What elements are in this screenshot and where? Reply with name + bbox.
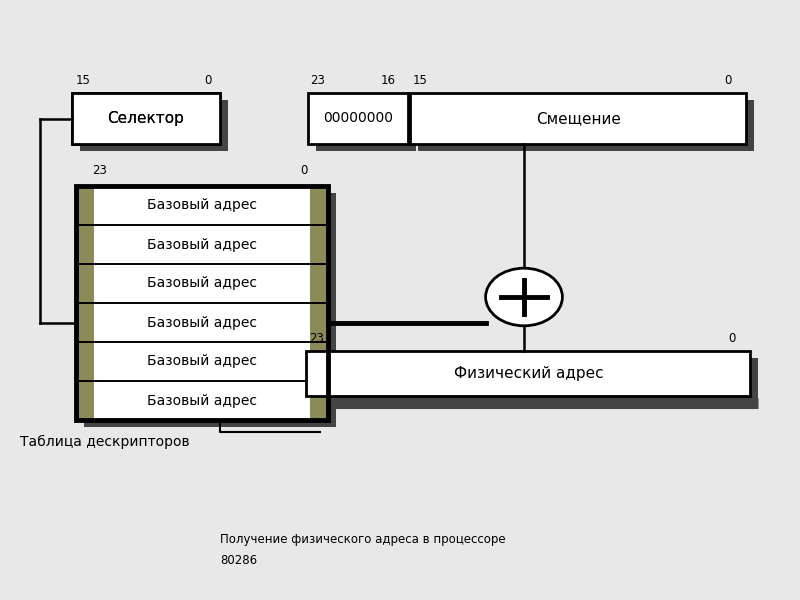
Text: 0: 0 xyxy=(729,332,736,345)
Text: 80286: 80286 xyxy=(220,554,257,567)
Text: Физический адрес: Физический адрес xyxy=(454,366,603,381)
Text: Селектор: Селектор xyxy=(107,111,185,126)
Text: Селектор: Селектор xyxy=(107,111,185,126)
Bar xyxy=(76,264,94,303)
Text: Базовый адрес: Базовый адрес xyxy=(147,277,257,290)
Text: Получение физического адреса в процессоре: Получение физического адреса в процессор… xyxy=(220,533,506,546)
Circle shape xyxy=(486,268,562,326)
Bar xyxy=(76,186,328,225)
Bar xyxy=(410,93,746,144)
Bar xyxy=(316,100,416,151)
Bar xyxy=(76,225,328,264)
Bar xyxy=(94,225,310,264)
Bar xyxy=(76,342,328,381)
Bar xyxy=(418,100,754,151)
Text: 23: 23 xyxy=(310,74,326,87)
Bar xyxy=(94,381,310,420)
Text: 0: 0 xyxy=(205,74,212,87)
Bar xyxy=(76,186,328,420)
Text: 15: 15 xyxy=(413,74,428,87)
Bar xyxy=(310,264,328,303)
Bar xyxy=(76,186,94,225)
Bar xyxy=(76,342,94,381)
Text: Таблица дескрипторов: Таблица дескрипторов xyxy=(20,435,190,449)
Bar xyxy=(310,186,328,225)
Bar xyxy=(94,186,310,225)
Bar xyxy=(76,303,328,342)
Bar xyxy=(72,93,220,144)
Text: 0: 0 xyxy=(301,164,308,177)
Bar xyxy=(76,303,94,342)
Bar xyxy=(72,93,220,144)
Text: 15: 15 xyxy=(76,74,91,87)
Text: Базовый адрес: Базовый адрес xyxy=(147,316,257,329)
Bar xyxy=(80,100,228,151)
Bar xyxy=(76,264,328,303)
Text: Базовый адрес: Базовый адрес xyxy=(147,394,257,407)
Bar xyxy=(76,381,94,420)
Bar xyxy=(94,342,310,381)
Bar xyxy=(310,342,328,381)
Text: 16: 16 xyxy=(381,74,396,87)
Text: 0: 0 xyxy=(725,74,732,87)
Bar xyxy=(306,351,750,396)
Bar xyxy=(308,93,408,144)
Text: Базовый адрес: Базовый адрес xyxy=(147,238,257,251)
Bar xyxy=(314,358,758,403)
Bar xyxy=(310,381,328,420)
Bar xyxy=(76,381,328,420)
Bar xyxy=(310,303,328,342)
Text: Базовый адрес: Базовый адрес xyxy=(147,199,257,212)
Text: Базовый адрес: Базовый адрес xyxy=(147,355,257,368)
Text: 23: 23 xyxy=(309,332,324,345)
Text: 23: 23 xyxy=(92,164,107,177)
Bar xyxy=(94,264,310,303)
Bar xyxy=(84,193,336,427)
Text: 00000000: 00000000 xyxy=(323,112,393,125)
Bar xyxy=(94,303,310,342)
Text: Смещение: Смещение xyxy=(536,111,621,126)
Bar xyxy=(310,225,328,264)
Bar xyxy=(76,225,94,264)
